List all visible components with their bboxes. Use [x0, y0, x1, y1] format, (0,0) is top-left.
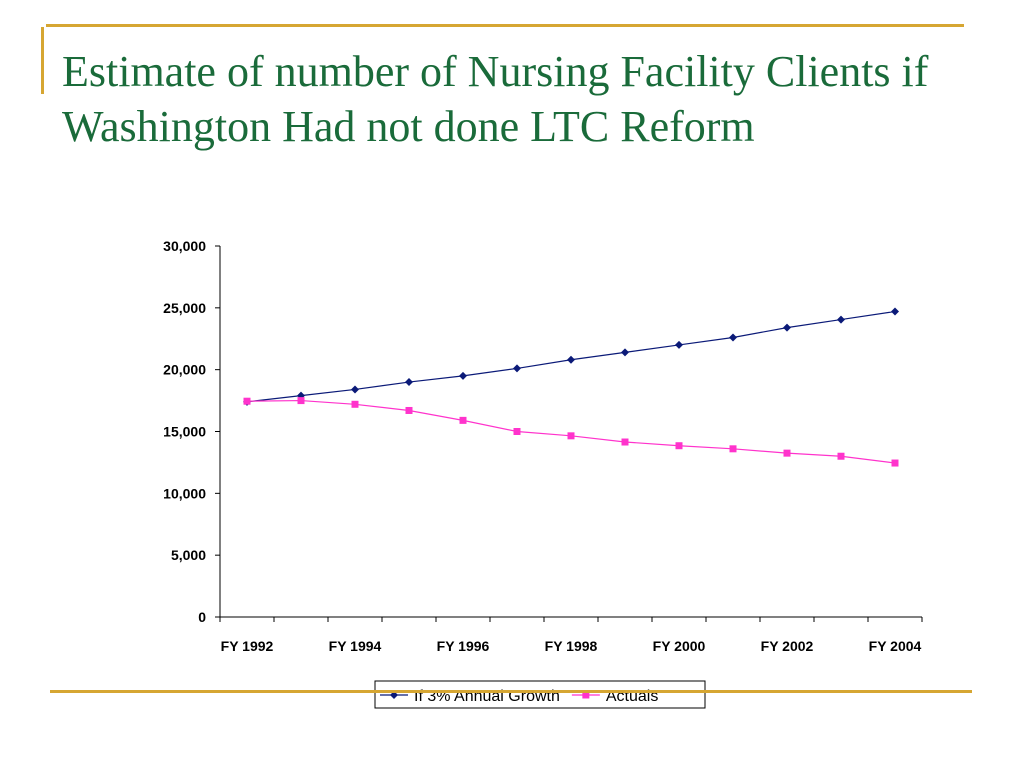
- data-point: [729, 333, 737, 342]
- data-point: [243, 397, 251, 405]
- data-point: [459, 416, 467, 424]
- legend-box: [374, 680, 706, 709]
- data-point: [729, 445, 737, 453]
- data-point: [837, 315, 845, 324]
- bottom-accent-line: [50, 690, 972, 693]
- data-point: [891, 459, 899, 467]
- data-point: [405, 406, 413, 414]
- data-point: [621, 348, 629, 357]
- data-point: [675, 442, 683, 450]
- series-actuals: [243, 397, 899, 467]
- data-point: [567, 432, 575, 440]
- left-accent-line: [41, 27, 44, 94]
- x-tick-label: FY 2004: [869, 638, 922, 654]
- x-tick-label: FY 1996: [437, 638, 490, 654]
- data-point: [837, 452, 845, 460]
- data-point: [351, 385, 359, 394]
- x-axis-tick-labels: FY 1992 FY 1994 FY 1996 FY 1998 FY 2000 FY 20…: [221, 638, 922, 654]
- x-tick-label: FY 1998: [545, 638, 598, 654]
- x-tick-label: FY 1992: [221, 638, 274, 654]
- y-tick-label: 25,000: [163, 300, 206, 316]
- data-point: [459, 371, 467, 380]
- y-axis-tick-labels: 0 5,000 10,000 15,000 20,000 25,000 30,000: [163, 238, 206, 625]
- chart-series: [243, 307, 899, 467]
- data-point: [513, 428, 521, 435]
- data-point: [783, 323, 791, 332]
- y-tick-label: 10,000: [163, 485, 206, 501]
- y-tick-label: 5,000: [171, 547, 206, 563]
- chart-axes: [215, 245, 923, 622]
- data-point: [405, 378, 413, 387]
- x-tick-label: FY 2000: [653, 638, 706, 654]
- y-tick-label: 20,000: [163, 362, 206, 378]
- y-tick-label: 0: [198, 609, 206, 625]
- series-growth: [243, 307, 899, 406]
- data-point: [513, 364, 521, 373]
- x-tick-label: FY 2002: [761, 638, 814, 654]
- top-accent-line: [46, 24, 964, 27]
- data-point: [783, 449, 791, 457]
- data-point: [297, 397, 305, 405]
- series-line: [246, 399, 896, 464]
- slide-title: Estimate of number of Nursing Facility C…: [62, 47, 929, 151]
- data-point: [675, 340, 683, 349]
- legend-marker: [582, 691, 590, 699]
- data-point: [351, 400, 359, 408]
- y-tick-label: 15,000: [163, 424, 206, 440]
- x-tick-label: FY 1994: [329, 638, 382, 654]
- y-tick-label: 30,000: [163, 238, 206, 254]
- legend-marker: [390, 691, 398, 699]
- data-point: [891, 307, 899, 316]
- chart-legend: If 3% Annual Growth Actuals: [374, 680, 706, 709]
- data-point: [567, 355, 575, 364]
- data-point: [621, 438, 629, 446]
